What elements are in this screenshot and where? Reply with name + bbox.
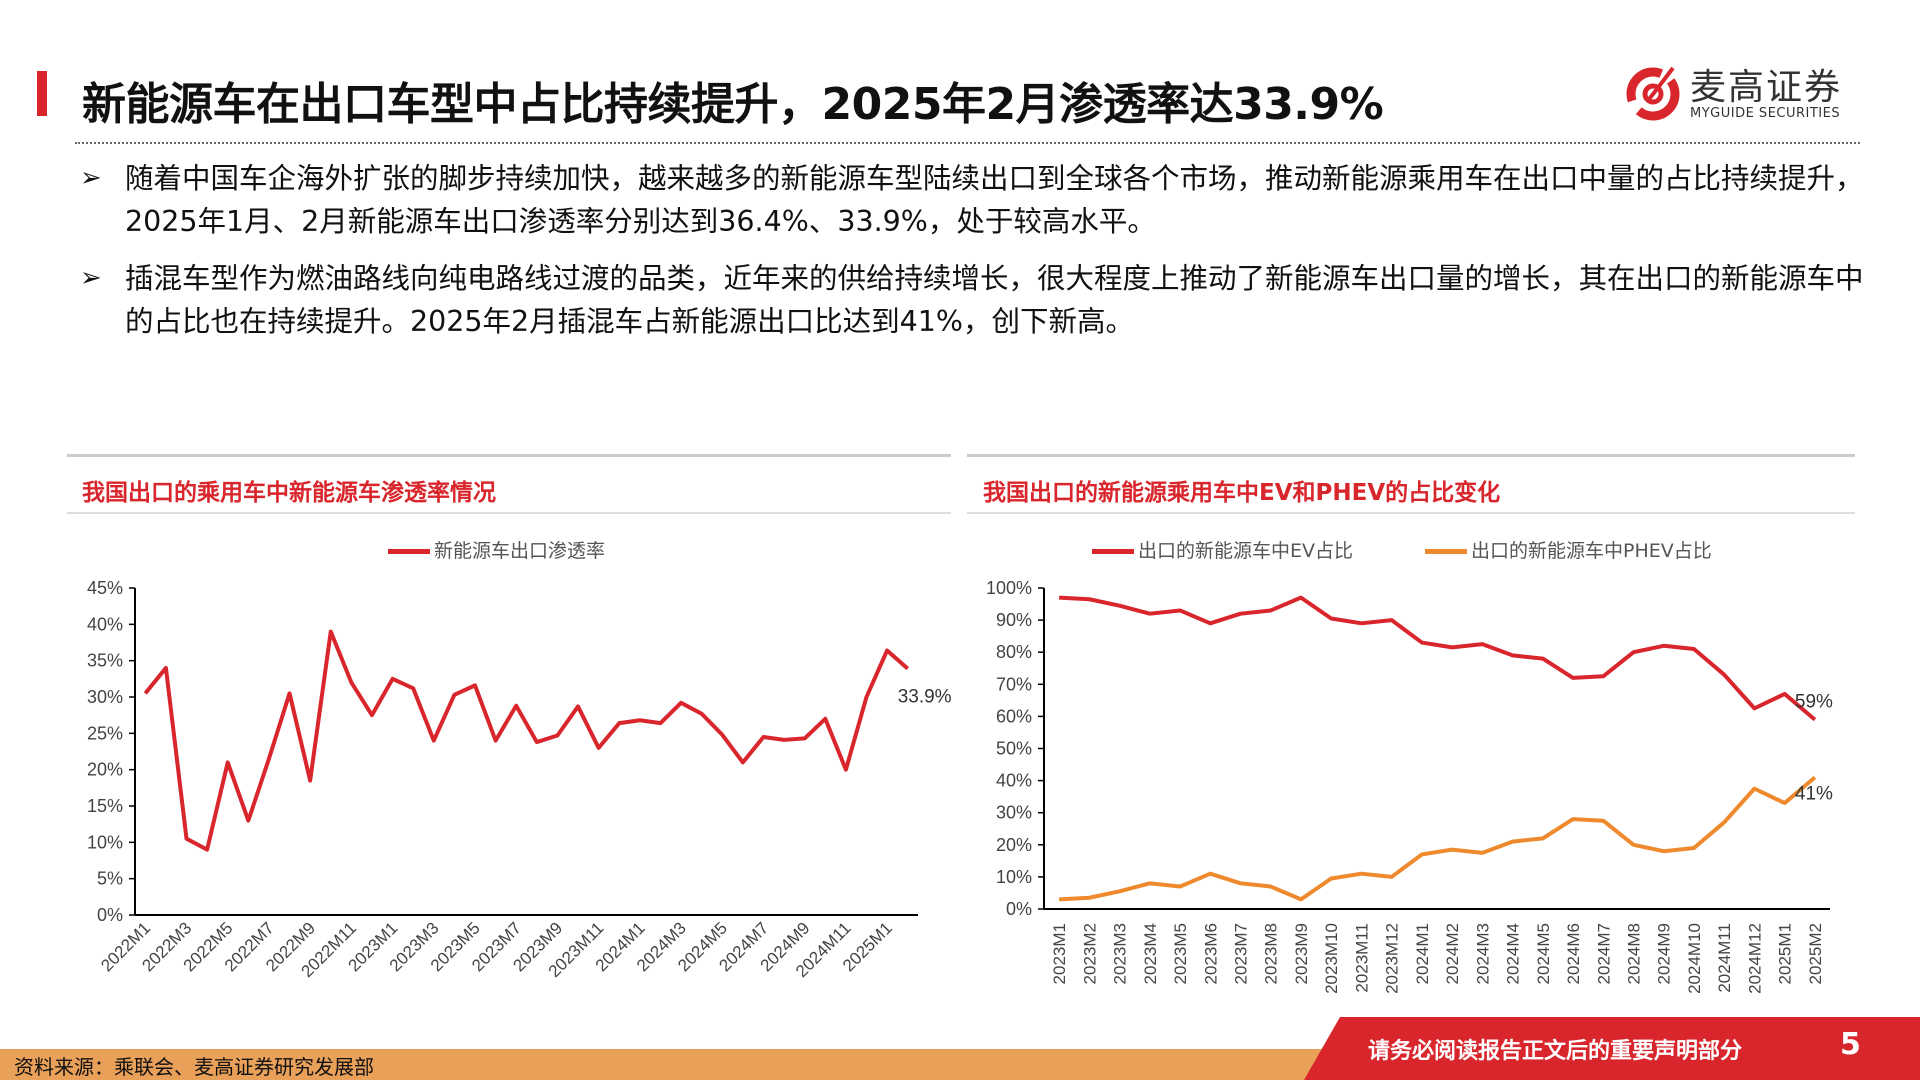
divider [75, 142, 1860, 144]
logo-subtext: MYGUIDE SECURITIES [1690, 106, 1841, 121]
y-tick-label: 40% [996, 771, 1032, 791]
y-tick-label: 10% [996, 867, 1032, 887]
y-tick-label: 20% [87, 760, 123, 780]
x-tick-label: 2024M4 [1504, 923, 1523, 984]
y-tick-label: 80% [996, 642, 1032, 662]
x-tick-label: 2023M6 [1201, 923, 1220, 984]
x-tick-label: 2023M11 [1352, 923, 1371, 993]
x-tick-label: 2023M5 [1171, 923, 1190, 984]
data-label: 33.9% [898, 687, 952, 708]
x-tick-label: 2025M2 [1806, 923, 1825, 984]
footer-shape [0, 1017, 1920, 1080]
legend-swatch [1092, 549, 1134, 554]
y-tick-label: 20% [996, 835, 1032, 855]
x-tick-label: 2023M3 [1111, 923, 1130, 984]
x-tick-label: 2024M9 [1655, 923, 1674, 984]
disclaimer: 请务必阅读报告正文后的重要声明部分 [1368, 1039, 1743, 1064]
y-tick-label: 70% [996, 674, 1032, 694]
x-tick-label: 2023M9 [1292, 923, 1311, 984]
bullet-text: 随着中国车企海外扩张的脚步持续加快，越来越多的新能源车型陆续出口到全球各个市场，… [125, 162, 1864, 238]
legend-swatch [388, 549, 430, 554]
x-tick-label: 2024M5 [1534, 923, 1553, 984]
data-label: 59% [1795, 692, 1833, 713]
logo-icon [1626, 66, 1680, 121]
y-tick-label: 30% [87, 687, 123, 707]
y-tick-label: 25% [87, 723, 123, 743]
legend-item: 出口的新能源车中EV占比 [1092, 536, 1353, 563]
page-number: 5 [1840, 1027, 1861, 1062]
x-tick-label: 2023M1 [1050, 923, 1069, 984]
y-tick-label: 90% [996, 610, 1032, 630]
x-tick-label: 2023M12 [1383, 923, 1402, 994]
x-tick-label: 2024M8 [1625, 923, 1644, 984]
y-tick-label: 40% [87, 614, 123, 634]
series-line [1059, 595, 1817, 722]
x-tick-label: 2025M1 [1776, 923, 1795, 984]
logo-text: 麦高证券 [1690, 67, 1843, 108]
x-tick-label: 2024M12 [1745, 923, 1764, 994]
x-tick-label: 2023M10 [1322, 923, 1341, 994]
arrow-icon: ➢ [80, 163, 102, 193]
chart1-title: 我国出口的乘用车中新能源车渗透率情况 [82, 480, 496, 506]
bullet-2: ➢ 插混车型作为燃油路线向纯电路线过渡的品类，近年来的供给持续增长，很大程度上推动… [80, 257, 1870, 343]
y-tick-label: 10% [87, 832, 123, 852]
x-tick-label: 2024M10 [1685, 923, 1704, 994]
chart2-title: 我国出口的新能源乘用车中EV和PHEV的占比变化 [983, 480, 1501, 506]
panel-title-line [67, 512, 951, 514]
panel-title-line [967, 512, 1855, 514]
y-tick-label: 5% [97, 869, 123, 889]
legend-label: 新能源车出口渗透率 [434, 540, 606, 562]
y-tick-label: 35% [87, 651, 123, 671]
y-tick-label: 100% [986, 578, 1032, 598]
x-tick-label: 2023M2 [1080, 923, 1099, 984]
source-note: 资料来源：乘联会、麦高证券研究发展部 [14, 1055, 374, 1079]
x-tick-label: 2024M6 [1564, 923, 1583, 984]
y-tick-label: 50% [996, 739, 1032, 759]
page-title: 新能源车在出口车型中占比持续提升，2025年2月渗透率达33.9% [82, 79, 1384, 130]
x-tick-label: 2023M4 [1141, 923, 1160, 984]
legend-label: 出口的新能源车中PHEV占比 [1471, 540, 1712, 562]
legend-swatch [1425, 549, 1467, 554]
arrow-icon: ➢ [80, 263, 102, 293]
series-line [1059, 775, 1817, 902]
y-tick-label: 0% [97, 905, 123, 925]
x-tick-label: 2024M2 [1443, 923, 1462, 984]
data-label: 41% [1795, 783, 1833, 804]
bullet-text: 插混车型作为燃油路线向纯电路线过渡的品类，近年来的供给持续增长，很大程度上推动了… [125, 262, 1864, 338]
y-tick-label: 30% [996, 803, 1032, 823]
y-tick-label: 45% [87, 578, 123, 598]
legend-item: 出口的新能源车中PHEV占比 [1425, 536, 1712, 563]
x-tick-label: 2023M7 [1232, 923, 1251, 984]
x-tick-label: 2023M8 [1262, 923, 1281, 984]
title-accent-bar [37, 71, 47, 116]
y-tick-label: 0% [1006, 899, 1032, 919]
x-tick-label: 2024M3 [1473, 923, 1492, 984]
series-line [143, 629, 910, 852]
bullet-1: ➢ 随着中国车企海外扩张的脚步持续加快，越来越多的新能源车型陆续出口到全球各个市场… [80, 157, 1870, 243]
y-tick-label: 60% [996, 706, 1032, 726]
y-tick-label: 15% [87, 796, 123, 816]
legend-item: 新能源车出口渗透率 [388, 536, 605, 563]
panel-top-line [967, 454, 1855, 457]
x-tick-label: 2024M11 [1715, 923, 1734, 993]
legend-label: 出口的新能源车中EV占比 [1138, 540, 1354, 562]
x-tick-label: 2024M1 [1413, 923, 1432, 984]
x-tick-label: 2024M7 [1594, 923, 1613, 984]
panel-top-line [67, 454, 951, 457]
